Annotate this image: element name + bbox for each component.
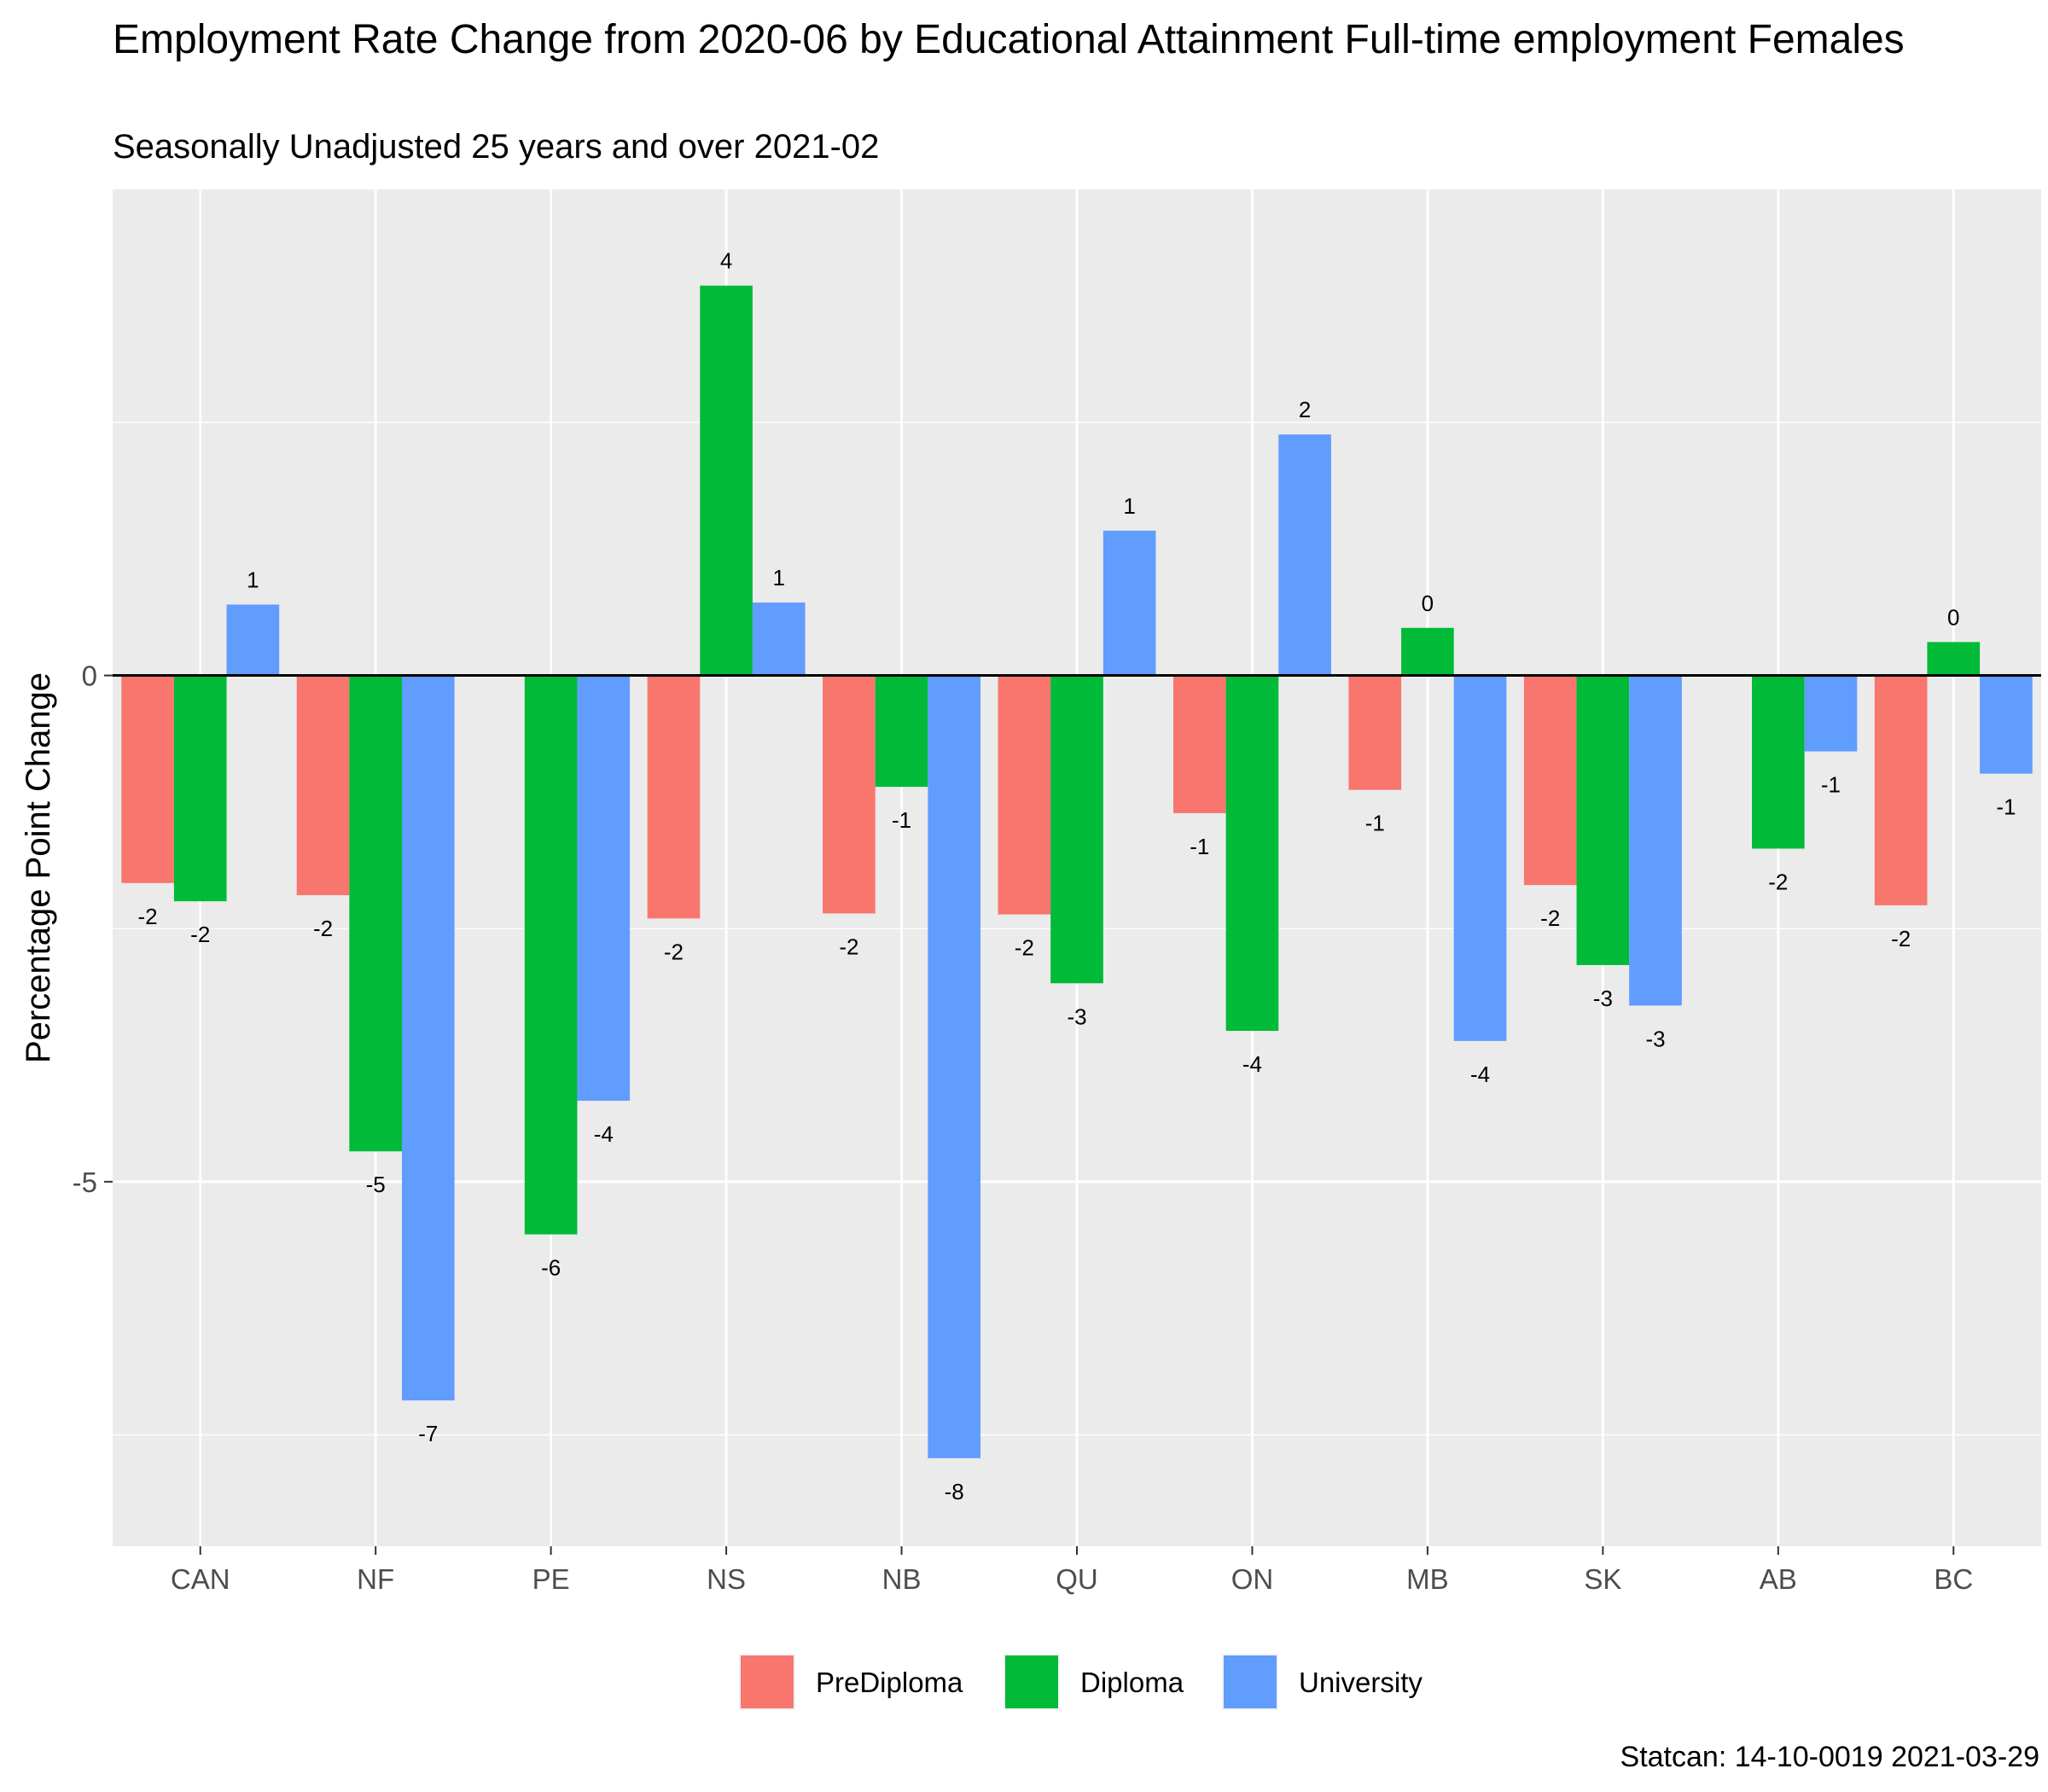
bar-university-bc	[1980, 675, 2033, 774]
bar-diploma-nb	[875, 675, 928, 788]
bar-university-pe	[577, 675, 631, 1101]
bar-university-nb	[928, 675, 980, 1458]
data-label: -2	[1015, 935, 1034, 961]
x-tick-label: NB	[882, 1563, 922, 1595]
data-label: -7	[418, 1421, 438, 1446]
bar-prediploma-sk	[1523, 675, 1577, 886]
bar-diploma-on	[1225, 675, 1279, 1032]
legend-swatch-prediploma	[741, 1655, 794, 1708]
data-label: -2	[138, 904, 158, 929]
x-tick-label: QU	[1056, 1563, 1098, 1595]
bar-diploma-ns	[700, 285, 753, 676]
data-label: -1	[1996, 794, 2016, 820]
legend-label-diploma: Diploma	[1080, 1667, 1184, 1698]
data-label: -8	[945, 1479, 964, 1504]
x-tick-label: PE	[532, 1563, 570, 1595]
data-label: -2	[664, 939, 684, 964]
bar-university-ab	[1804, 675, 1858, 752]
y-axis-title: Percentage Point Change	[20, 672, 57, 1063]
x-tick-label: ON	[1231, 1563, 1274, 1595]
data-label: -2	[1540, 905, 1560, 931]
y-tick-label: 0	[82, 660, 97, 692]
legend-label-university: University	[1299, 1667, 1423, 1698]
data-label: -5	[366, 1172, 386, 1197]
bar-prediploma-qu	[998, 675, 1051, 915]
data-label: -2	[190, 922, 210, 947]
x-tick-label: CAN	[171, 1563, 230, 1595]
bar-university-can	[226, 604, 280, 676]
x-tick-label: SK	[1584, 1563, 1621, 1595]
data-label: -1	[1821, 772, 1841, 798]
data-label: -6	[541, 1255, 561, 1281]
bar-university-ns	[752, 602, 806, 676]
bar-diploma-can	[173, 675, 227, 902]
data-label: -3	[1645, 1026, 1665, 1051]
bar-university-nf	[402, 675, 455, 1401]
bar-diploma-bc	[1927, 642, 1981, 676]
data-label: 0	[1422, 591, 1434, 616]
bar-university-qu	[1103, 530, 1156, 676]
bar-university-mb	[1453, 675, 1507, 1041]
y-tick-label: -5	[73, 1167, 97, 1198]
data-label: -3	[1593, 986, 1613, 1011]
bar-prediploma-ns	[647, 675, 701, 919]
data-label: 2	[1299, 397, 1311, 422]
bar-prediploma-can	[121, 675, 174, 883]
data-label: -3	[1067, 1004, 1086, 1029]
x-tick-label: BC	[1934, 1563, 1973, 1595]
data-label: -1	[1190, 834, 1209, 859]
data-label: -1	[892, 807, 911, 833]
data-label: 4	[720, 248, 732, 274]
bar-diploma-qu	[1050, 675, 1103, 984]
bar-university-on	[1278, 434, 1331, 676]
chart-subtitle: Seasonally Unadjusted 25 years and over …	[113, 128, 880, 166]
data-label: -2	[313, 916, 333, 941]
data-label: -4	[1242, 1051, 1262, 1077]
x-tick-label: NS	[707, 1563, 746, 1595]
bar-diploma-ab	[1752, 675, 1805, 849]
bar-prediploma-bc	[1874, 675, 1928, 905]
chart-title: Employment Rate Change from 2020-06 by E…	[113, 17, 1905, 62]
data-label: -4	[1470, 1062, 1490, 1087]
bar-prediploma-mb	[1348, 675, 1402, 790]
bar-diploma-mb	[1401, 627, 1454, 676]
bar-diploma-nf	[349, 675, 402, 1152]
x-tick-label: MB	[1406, 1563, 1449, 1595]
data-label: 1	[1123, 493, 1135, 519]
data-label: -4	[594, 1121, 614, 1147]
bar-diploma-sk	[1576, 675, 1630, 965]
x-tick-label: NF	[357, 1563, 394, 1595]
chart-caption: Statcan: 14-10-0019 2021-03-29	[1620, 1741, 2039, 1773]
data-label: -2	[839, 934, 858, 959]
x-tick-label: AB	[1760, 1563, 1797, 1595]
data-label: 0	[1947, 604, 1959, 630]
legend-swatch-university	[1224, 1655, 1277, 1708]
bar-prediploma-nb	[823, 675, 876, 914]
data-label: 1	[772, 565, 784, 591]
bar-diploma-pe	[524, 675, 578, 1235]
data-label: -2	[1891, 926, 1911, 951]
data-label: -2	[1768, 869, 1788, 894]
data-label: 1	[247, 567, 259, 592]
legend-label-prediploma: PreDiploma	[816, 1667, 963, 1698]
bar-prediploma-on	[1173, 675, 1226, 813]
data-label: -1	[1365, 811, 1385, 836]
legend-swatch-diploma	[1005, 1655, 1058, 1708]
bar-university-sk	[1629, 675, 1682, 1006]
bar-prediploma-nf	[296, 675, 350, 896]
